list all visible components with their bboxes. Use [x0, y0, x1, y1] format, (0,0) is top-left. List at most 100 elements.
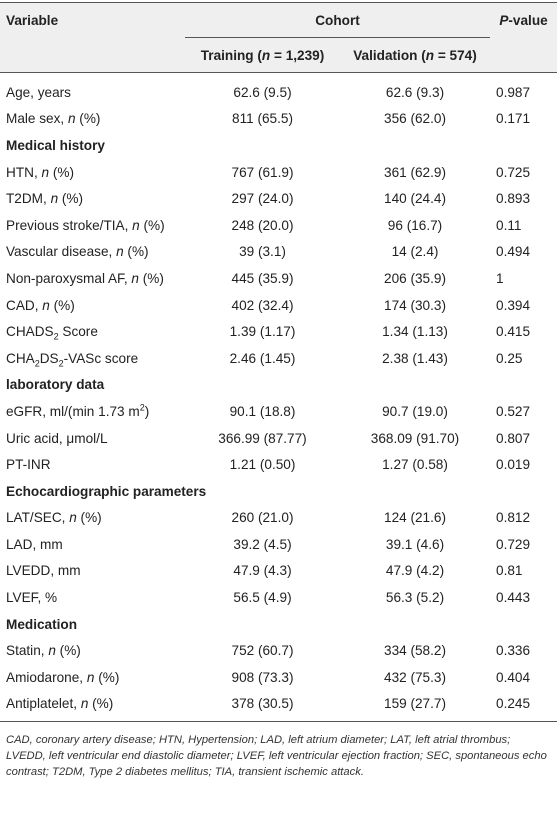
section-label: laboratory data	[6, 377, 105, 393]
data-row: Statin, n (%) 752 (60.7) 334 (58.2) 0.336	[0, 637, 557, 664]
empty-cell	[490, 37, 557, 73]
p-value-cell: 0.729	[496, 536, 531, 552]
training-cell: 2.46 (1.45)	[229, 350, 296, 366]
text-run: (%)	[94, 669, 120, 685]
data-row: eGFR, ml/(min 1.73 m2) 90.1 (18.8) 90.7 (1…	[0, 398, 557, 425]
data-row: PT-INR 1.21 (0.50) 1.27 (0.58) 0.019	[0, 451, 557, 478]
validation-cell: 124 (21.6)	[384, 510, 446, 526]
p-value-cell: 0.25	[496, 350, 523, 366]
validation-cell: 356 (62.0)	[384, 111, 446, 127]
text-run: T2DM,	[6, 191, 51, 207]
text-run: LAD, mm	[6, 536, 63, 552]
text-run: CHA	[6, 350, 35, 366]
p-value-cell: 0.527	[496, 403, 531, 419]
section-row: Echocardiographic parameters	[0, 478, 557, 505]
data-row: Age, years 62.6 (9.5) 62.6 (9.3) 0.987	[0, 73, 557, 106]
p-value-cell: 0.494	[496, 244, 531, 260]
variable-cell: eGFR, ml/(min 1.73 m2)	[0, 398, 185, 425]
text-run: LVEF, %	[6, 590, 58, 606]
p-value-cell: 0.812	[496, 510, 531, 526]
variable-cell: LAD, mm	[0, 531, 185, 558]
section-label: Medication	[6, 616, 77, 632]
training-cell: 260 (21.0)	[231, 510, 294, 526]
variable-header: Variable	[0, 2, 185, 38]
data-row: LAD, mm 39.2 (4.5) 39.1 (4.6) 0.729	[0, 531, 557, 558]
p-value-cell: 0.443	[496, 590, 531, 606]
p-value-header: P-value	[490, 2, 557, 38]
text-run: LVEDD, mm	[6, 563, 81, 579]
footnote: CAD, coronary artery disease; HTN, Hyper…	[6, 734, 547, 779]
data-row: Amiodarone, n (%) 908 (73.3) 432 (75.3) 0.4…	[0, 664, 557, 691]
data-row: Vascular disease, n (%) 39 (3.1) 14 (2.4) 0…	[0, 239, 557, 266]
section-row: Medical history	[0, 132, 557, 159]
text-run: DS	[39, 350, 59, 366]
validation-cell: 47.9 (4.2)	[385, 563, 445, 579]
text-run: Amiodarone,	[6, 669, 87, 685]
validation-cell: 90.7 (19.0)	[382, 403, 448, 419]
training-cell: 908 (73.3)	[231, 669, 294, 685]
variable-cell: Non-paroxysmal AF, n (%)	[0, 265, 185, 292]
training-cell: 752 (60.7)	[231, 643, 294, 659]
data-row: CHADS2 Score 1.39 (1.17) 1.34 (1.13) 0.415	[0, 318, 557, 345]
p-value-cell: 0.404	[496, 669, 531, 685]
text-run: LAT/SEC,	[6, 510, 70, 526]
data-row: Antiplatelet, n (%) 378 (30.5) 159 (27.7) 0…	[0, 690, 557, 723]
training-cell: 39.2 (4.5)	[233, 536, 292, 552]
text-run: n	[50, 191, 59, 207]
variable-cell: Antiplatelet, n (%)	[0, 690, 185, 723]
p-value-cell: 0.893	[496, 191, 531, 207]
training-cell: 811 (65.5)	[232, 111, 293, 127]
variable-cell: LAT/SEC, n (%)	[0, 505, 185, 532]
text-run: (%)	[55, 643, 81, 659]
training-cell: 248 (20.0)	[231, 217, 294, 233]
variable-cell: LVEF, %	[0, 584, 185, 611]
text-run: CAD,	[6, 297, 43, 313]
training-header: Training (n = 1,239)	[185, 37, 340, 73]
validation-cell: 56.3 (5.2)	[385, 590, 445, 606]
text-run: 2	[53, 331, 59, 342]
p-value-cell: 0.81	[496, 563, 523, 579]
data-row: Uric acid, μmol/L 366.99 (87.77) 368.09 (9…	[0, 425, 557, 452]
training-cell: 445 (35.9)	[231, 270, 294, 286]
variable-cell: HTN, n (%)	[0, 159, 185, 186]
data-table: Variable Cohort P-value Training (n = 1,…	[0, 2, 557, 723]
training-cell: 402 (32.4)	[231, 297, 294, 313]
text-run: )	[144, 403, 150, 419]
training-cell: 56.5 (4.9)	[233, 590, 292, 606]
data-row: LAT/SEC, n (%) 260 (21.0) 124 (21.6) 0.812	[0, 505, 557, 532]
variable-cell: Previous stroke/TIA, n (%)	[0, 212, 185, 239]
text-run: (%)	[138, 270, 164, 286]
section-label: Echocardiographic parameters	[6, 483, 207, 499]
text-run: CHADS	[6, 324, 54, 340]
variable-cell: PT-INR	[0, 451, 185, 478]
training-cell: 378 (30.5)	[185, 690, 340, 723]
text-run: eGFR, ml/(min 1.73 m	[6, 403, 140, 419]
text-run: Previous stroke/TIA,	[6, 217, 133, 233]
data-row: Male sex, n (%) 811 (65.5) 356 (62.0) 0.171	[0, 106, 557, 133]
text-run: n	[80, 696, 89, 712]
data-row: LVEF, % 56.5 (4.9) 56.3 (5.2) 0.443	[0, 584, 557, 611]
text-run: Male sex,	[6, 111, 68, 127]
training-cell: 1.39 (1.17)	[229, 324, 296, 340]
validation-cell: 1.34 (1.13)	[382, 324, 448, 340]
data-row: Previous stroke/TIA, n (%) 248 (20.0) 96 (…	[0, 212, 557, 239]
section-row: laboratory data	[0, 372, 557, 399]
text-run: Uric acid, μmol/L	[6, 430, 108, 446]
text-run: Validation (	[353, 47, 426, 63]
data-row: Non-paroxysmal AF, n (%) 445 (35.9) 206 (3…	[0, 265, 557, 292]
training-cell: 47.9 (4.3)	[233, 563, 292, 579]
validation-cell: 2.38 (1.43)	[382, 350, 448, 366]
text-run: (%)	[123, 244, 149, 260]
text-run: (%)	[75, 111, 101, 127]
text-run: = 574)	[434, 47, 477, 63]
text-run: Statin,	[6, 643, 49, 659]
text-run: 2	[34, 358, 40, 369]
text-run: 2	[139, 402, 145, 413]
validation-cell: 174 (30.3)	[384, 297, 446, 313]
text-run: n	[42, 297, 50, 313]
validation-cell: 159 (27.7)	[340, 690, 491, 723]
training-cell: 366.99 (87.77)	[218, 430, 307, 446]
variable-cell: Male sex, n (%)	[0, 106, 185, 133]
training-cell: 39 (3.1)	[239, 244, 286, 260]
text-run: Age, years	[6, 84, 71, 100]
